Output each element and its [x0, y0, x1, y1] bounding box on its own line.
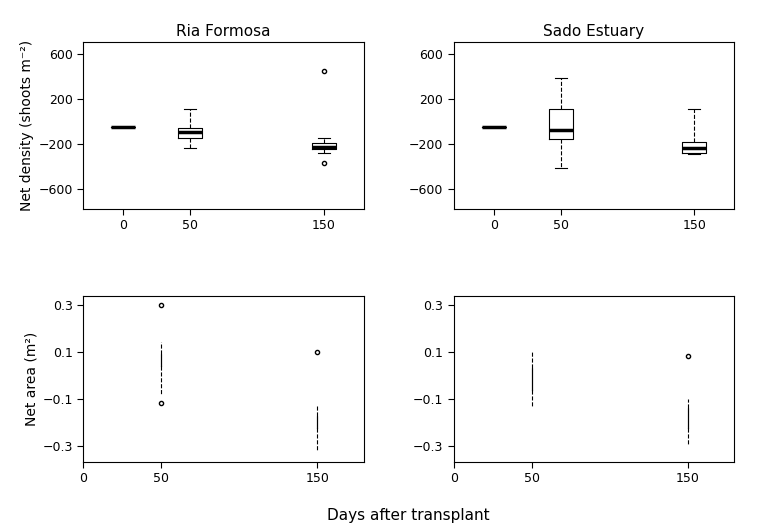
Title: Sado Estuary: Sado Estuary [544, 23, 644, 39]
Text: Days after transplant: Days after transplant [328, 508, 490, 523]
Y-axis label: Net area (m²): Net area (m²) [24, 332, 39, 426]
Y-axis label: Net density (shoots m⁻²): Net density (shoots m⁻²) [20, 40, 34, 211]
Title: Ria Formosa: Ria Formosa [176, 23, 271, 39]
